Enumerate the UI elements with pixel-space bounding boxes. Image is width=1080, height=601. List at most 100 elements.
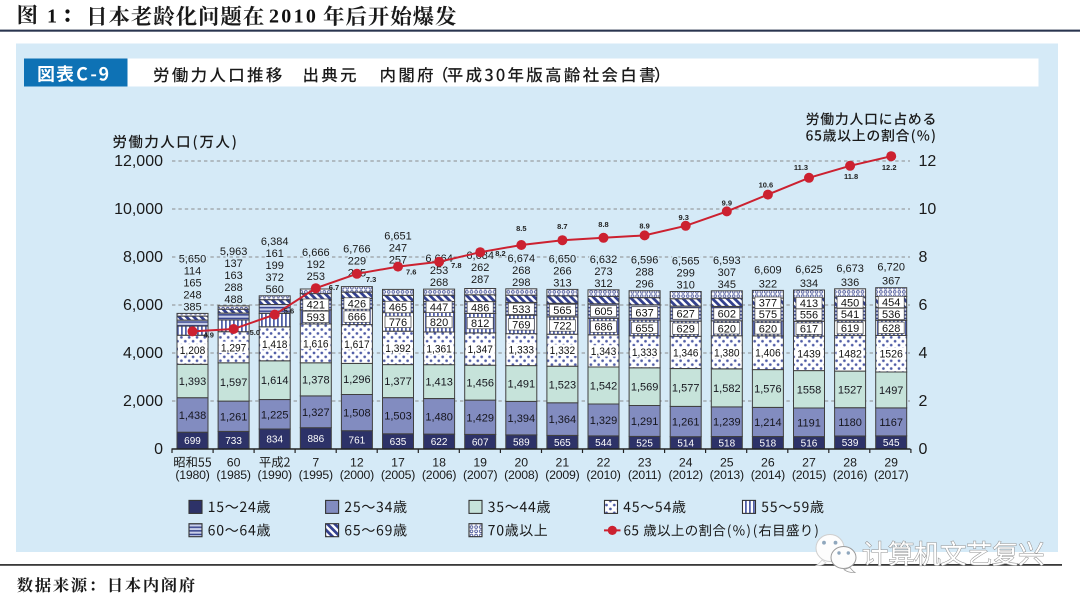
svg-text:1526: 1526 — [879, 349, 903, 361]
svg-text:686: 686 — [594, 322, 612, 334]
svg-text:288: 288 — [224, 282, 242, 294]
svg-text:18: 18 — [432, 456, 446, 470]
svg-text:589: 589 — [513, 438, 530, 449]
svg-text:161: 161 — [266, 248, 284, 260]
svg-text:635: 635 — [390, 437, 407, 448]
svg-text:607: 607 — [472, 437, 489, 448]
svg-text:273: 273 — [594, 266, 612, 278]
svg-text:298: 298 — [512, 277, 530, 289]
svg-text:556: 556 — [800, 310, 818, 322]
svg-text:7.6: 7.6 — [406, 268, 416, 277]
svg-text:12,000: 12,000 — [114, 153, 163, 170]
svg-text:6,766: 6,766 — [343, 244, 371, 256]
svg-text:5.6: 5.6 — [284, 307, 294, 316]
svg-text:575: 575 — [759, 309, 777, 321]
svg-text:1,491: 1,491 — [508, 379, 536, 391]
svg-text:165: 165 — [183, 277, 201, 289]
svg-text:812: 812 — [471, 318, 489, 330]
svg-text:2,000: 2,000 — [123, 393, 163, 410]
svg-text:666: 666 — [348, 312, 366, 324]
svg-text:6,650: 6,650 — [549, 253, 577, 265]
svg-text:345: 345 — [718, 279, 736, 291]
svg-text:6,720: 6,720 — [877, 262, 905, 274]
svg-text:1,380: 1,380 — [714, 347, 740, 359]
svg-text:199: 199 — [266, 260, 284, 272]
svg-text:367: 367 — [882, 276, 900, 288]
svg-text:385: 385 — [183, 301, 201, 313]
svg-text:761: 761 — [349, 435, 366, 446]
svg-text:163: 163 — [224, 270, 242, 282]
svg-text:1,523: 1,523 — [549, 379, 577, 391]
svg-text:619: 619 — [841, 323, 859, 335]
svg-text:(2017): (2017) — [874, 468, 908, 482]
svg-text:2: 2 — [919, 393, 928, 410]
svg-text:(2015): (2015) — [792, 468, 826, 482]
svg-text:21: 21 — [556, 456, 570, 470]
svg-text:1,346: 1,346 — [673, 347, 699, 359]
svg-text:(2008): (2008) — [504, 468, 538, 482]
svg-text:114: 114 — [184, 265, 202, 277]
svg-text:602: 602 — [718, 309, 736, 321]
svg-text:1,393: 1,393 — [179, 376, 207, 388]
svg-text:1,508: 1,508 — [343, 408, 371, 420]
svg-text:525: 525 — [636, 438, 653, 449]
svg-text:1,261: 1,261 — [220, 411, 248, 423]
svg-text:1,378: 1,378 — [302, 374, 330, 386]
svg-text:1558: 1558 — [797, 384, 821, 396]
svg-text:17: 17 — [391, 456, 405, 470]
svg-text:6,632: 6,632 — [590, 254, 618, 266]
svg-text:5,650: 5,650 — [179, 253, 207, 265]
svg-text:6,593: 6,593 — [713, 255, 741, 267]
svg-text:6,000: 6,000 — [123, 297, 163, 314]
svg-text:1,364: 1,364 — [549, 414, 577, 426]
svg-text:5,963: 5,963 — [220, 246, 248, 258]
svg-text:1,406: 1,406 — [755, 348, 781, 360]
svg-text:1497: 1497 — [879, 385, 903, 397]
svg-text:29: 29 — [884, 456, 898, 470]
svg-text:9.9: 9.9 — [722, 198, 732, 207]
svg-text:137: 137 — [224, 258, 242, 270]
svg-text:268: 268 — [430, 277, 448, 289]
svg-text:1,616: 1,616 — [303, 338, 329, 350]
svg-text:655: 655 — [635, 323, 653, 335]
svg-text:1,327: 1,327 — [302, 407, 330, 419]
svg-text:1,617: 1,617 — [344, 339, 370, 351]
svg-text:6,565: 6,565 — [672, 255, 700, 267]
svg-text:4: 4 — [919, 345, 928, 362]
svg-text:465: 465 — [389, 302, 407, 314]
svg-text:620: 620 — [759, 323, 777, 335]
svg-text:1191: 1191 — [797, 417, 821, 429]
svg-text:699: 699 — [184, 436, 201, 447]
svg-text:1,361: 1,361 — [426, 343, 452, 355]
svg-text:8.8: 8.8 — [598, 220, 608, 229]
svg-text:(2010): (2010) — [586, 468, 620, 482]
svg-text:518: 518 — [760, 438, 777, 449]
svg-text:1,542: 1,542 — [590, 381, 618, 393]
svg-text:11.3: 11.3 — [794, 163, 808, 172]
svg-text:28: 28 — [843, 456, 857, 470]
svg-text:7: 7 — [312, 456, 319, 470]
svg-text:1,614: 1,614 — [261, 375, 289, 387]
svg-text:722: 722 — [553, 321, 571, 333]
svg-text:25: 25 — [720, 456, 734, 470]
svg-text:628: 628 — [882, 323, 900, 335]
svg-text:450: 450 — [841, 297, 859, 309]
svg-text:22: 22 — [597, 456, 611, 470]
svg-text:23: 23 — [638, 456, 652, 470]
svg-text:313: 313 — [553, 277, 571, 289]
svg-text:1,503: 1,503 — [384, 411, 412, 423]
svg-text:1,456: 1,456 — [466, 378, 494, 390]
svg-text:544: 544 — [595, 438, 612, 449]
svg-text:518: 518 — [718, 438, 735, 449]
svg-text:1,480: 1,480 — [425, 411, 453, 423]
svg-text:617: 617 — [800, 324, 818, 336]
svg-text:426: 426 — [348, 299, 366, 311]
svg-text:605: 605 — [594, 306, 612, 318]
svg-text:454: 454 — [882, 297, 900, 309]
svg-text:307: 307 — [718, 267, 736, 279]
svg-text:10.6: 10.6 — [759, 181, 774, 190]
svg-text:1,394: 1,394 — [508, 413, 536, 425]
svg-text:886: 886 — [307, 434, 324, 445]
svg-text:6,625: 6,625 — [795, 264, 823, 276]
svg-text:24: 24 — [679, 456, 693, 470]
